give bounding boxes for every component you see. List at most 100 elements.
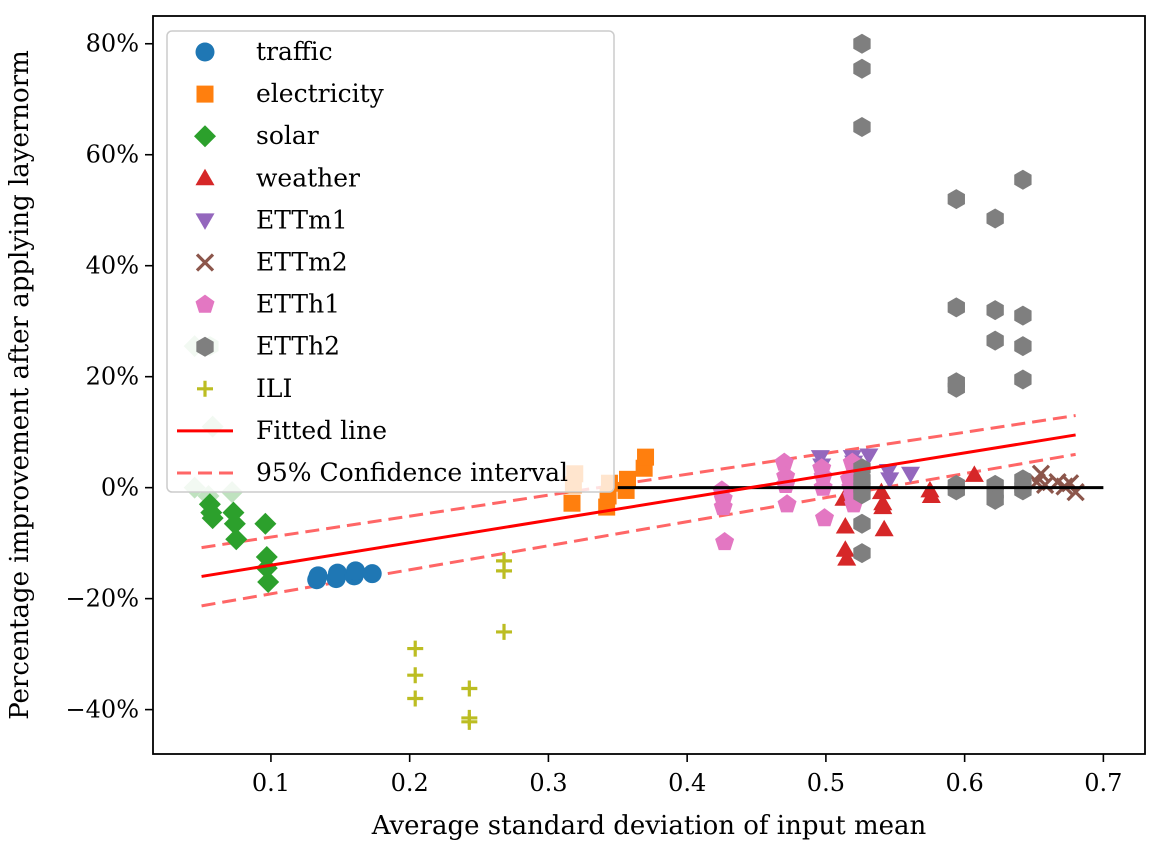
legend-etth1-marker — [195, 294, 215, 313]
y-tick-label: −20% — [66, 585, 139, 613]
weather-point — [921, 486, 941, 503]
etth2-point — [1014, 336, 1032, 357]
solar-point — [255, 546, 278, 569]
ili-point — [407, 690, 424, 707]
legend-label: traffic — [256, 37, 333, 66]
weather-point — [874, 519, 894, 537]
etth1-point — [774, 452, 794, 471]
legend-label: ILI — [256, 374, 292, 403]
ili-point — [407, 667, 424, 684]
solar-point — [257, 570, 280, 593]
legend-ettm1-marker — [195, 213, 215, 230]
traffic-point — [362, 564, 382, 584]
x-tick-label: 0.7 — [1084, 769, 1122, 797]
etth2-point — [853, 513, 871, 534]
etth2-point — [853, 58, 871, 79]
solar-point — [255, 557, 278, 580]
legend-electricity-marker — [196, 85, 214, 103]
ettm1-point — [859, 448, 879, 465]
weather-point — [835, 540, 855, 557]
etth2-point — [947, 189, 965, 210]
etth2-point — [1014, 480, 1032, 501]
etth2-point — [853, 484, 871, 505]
etth2-point — [853, 116, 871, 137]
traffic-point — [308, 566, 328, 586]
legend-label: ETTh1 — [256, 290, 340, 319]
legend-label: electricity — [256, 79, 385, 108]
legend-etth2-marker — [196, 336, 214, 357]
y-tick-label: 80% — [86, 30, 139, 58]
ili-point — [461, 713, 478, 730]
weather-point — [964, 465, 984, 482]
x-tick-label: 0.2 — [391, 769, 429, 797]
etth2-point — [1014, 305, 1032, 326]
legend-label: ETTm2 — [256, 248, 348, 277]
y-tick-label: 20% — [86, 363, 139, 391]
legend-solar-marker — [194, 125, 216, 148]
etth2-point — [1014, 169, 1032, 190]
legend-label: weather — [256, 163, 360, 192]
weather-point — [835, 517, 855, 534]
x-tick-label: 0.1 — [252, 769, 290, 797]
ili-point — [461, 680, 478, 697]
legend-traffic-marker — [195, 42, 215, 62]
etth2-point — [947, 297, 965, 318]
electricity-point — [563, 494, 581, 512]
etth2-point — [986, 330, 1004, 351]
ili-point — [496, 623, 513, 640]
solar-point — [201, 507, 224, 530]
ci-upper-line — [201, 414, 1076, 550]
etth2-point — [986, 208, 1004, 229]
etth1-point — [777, 494, 797, 513]
etth2-point — [947, 377, 965, 398]
legend-label: 95% Confidence interval — [256, 458, 568, 487]
legend-label: ETTm1 — [256, 205, 348, 234]
etth2-point — [947, 480, 965, 501]
ettm1-point — [810, 450, 830, 467]
x-tick-label: 0.4 — [668, 769, 706, 797]
axes: 0.1 0.2 0.3 0.4 0.5 0.6 0.7 −40% −20% 0% 20% 40% 60%… — [66, 30, 1123, 797]
fitted-line — [201, 433, 1076, 578]
etth2-point — [1014, 369, 1032, 390]
legend-box — [166, 30, 615, 493]
legend-ettm2-marker — [195, 253, 215, 272]
etth1-point — [713, 497, 733, 516]
legend-label: solar — [256, 121, 319, 150]
axes-frame — [152, 15, 1146, 755]
etth2-point — [853, 33, 871, 54]
y-tick-label: 60% — [86, 141, 139, 169]
etth2-point — [853, 543, 871, 564]
x-tick-label: 0.6 — [946, 769, 984, 797]
legend-label: Fitted line — [256, 416, 387, 445]
etth2-point — [986, 300, 1004, 321]
legend-ili-marker — [197, 380, 213, 397]
solar-point — [223, 512, 246, 535]
y-tick-label: −40% — [66, 696, 139, 724]
etth2-point — [986, 489, 1004, 510]
ettm1-point — [878, 464, 898, 481]
weather-point — [837, 549, 857, 566]
traffic-point — [328, 563, 348, 583]
y-axis-label: Percentage improvement after applying la… — [5, 50, 35, 720]
solar-point — [254, 512, 277, 535]
traffic-point — [346, 561, 366, 581]
legend-label: ETTh2 — [256, 332, 340, 361]
x-tick-label: 0.3 — [529, 769, 567, 797]
ili-point — [407, 640, 424, 657]
ettm1-point — [880, 472, 900, 489]
ettm2-point — [1031, 464, 1051, 483]
weather-point — [871, 482, 891, 500]
weather-point — [873, 497, 893, 515]
electricity-point — [637, 448, 655, 466]
legend: traffic electricity solar weather ETTm1 ETTm2… — [166, 30, 615, 493]
x-axis-label: Average standard deviation of input mean — [371, 811, 927, 841]
ettm1-point — [901, 466, 921, 484]
legend-weather-marker — [195, 168, 215, 186]
x-tick-label: 0.5 — [807, 769, 845, 797]
y-tick-label: 0% — [101, 474, 139, 502]
y-tick-label: 40% — [86, 252, 139, 280]
etth1-point — [715, 532, 735, 551]
ili-point — [496, 562, 513, 579]
etth1-point — [815, 508, 835, 527]
